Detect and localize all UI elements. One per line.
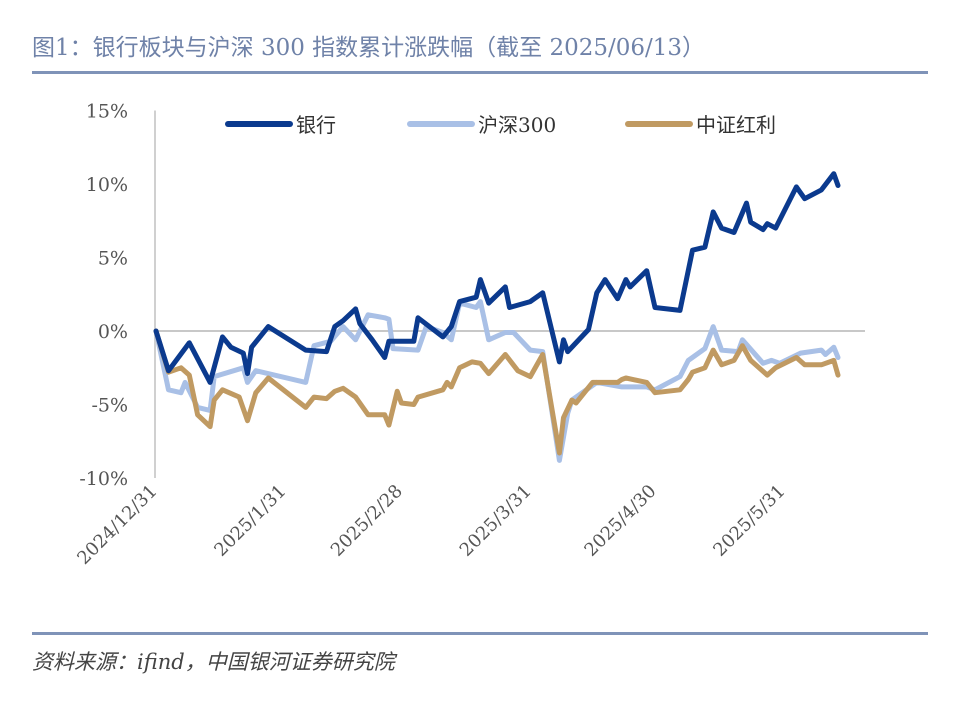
- source-divider: [32, 632, 928, 635]
- y-tick-label: 10%: [86, 174, 128, 196]
- y-tick-label: 15%: [86, 101, 128, 123]
- x-tick-label: 2025/4/30: [580, 481, 660, 561]
- x-tick-label: 2025/5/31: [709, 481, 789, 561]
- x-tick-label: 2024/12/31: [73, 481, 161, 569]
- source-note: 资料来源：ifind，中国银河证券研究院: [32, 650, 395, 674]
- y-tick-label: -10%: [79, 468, 128, 490]
- y-tick-label: 0%: [98, 321, 128, 343]
- series-line-0: [153, 171, 841, 385]
- x-tick-label: 2025/1/31: [210, 481, 290, 561]
- x-tick-label: 2025/3/31: [456, 481, 536, 561]
- x-tick-label: 2025/2/28: [327, 481, 407, 561]
- chart-title: 图1：银行板块与沪深 300 指数累计涨跌幅（截至 2025/06/13）: [32, 35, 706, 61]
- legend-label: 银行: [296, 113, 336, 137]
- legend-label: 中证红利: [696, 113, 776, 137]
- y-tick-label: 5%: [98, 248, 128, 270]
- title-divider: [32, 71, 928, 74]
- series-line-2: [153, 328, 841, 456]
- y-tick-label: -5%: [91, 395, 128, 417]
- legend-label: 沪深300: [478, 113, 556, 137]
- series-line-1: [153, 299, 841, 463]
